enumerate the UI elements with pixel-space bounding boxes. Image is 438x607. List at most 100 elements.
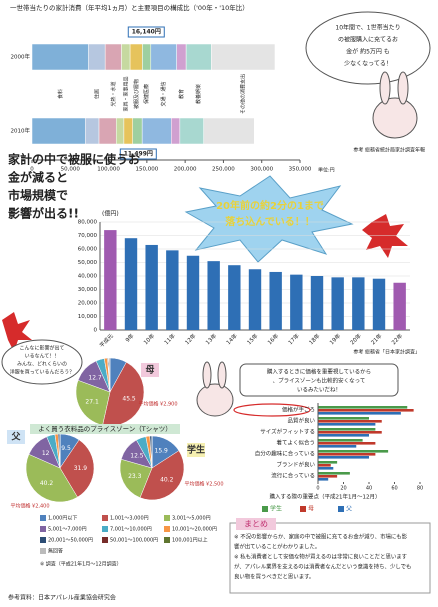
x-tick-label: 20年 [348, 331, 363, 346]
speech-bubble [1, 339, 83, 385]
bar [318, 461, 338, 464]
pie-subtitle: 平均価格 ¥2,500 [184, 481, 223, 488]
bar-segment [129, 43, 143, 71]
legend-swatch [164, 537, 170, 543]
slice-label: 45.5 [122, 396, 136, 403]
x-tick-label: 16年 [266, 331, 281, 346]
legend-label: 学生 [270, 505, 282, 513]
bar-segment [211, 43, 276, 71]
bar [318, 428, 376, 431]
legend-swatch [300, 506, 306, 512]
chart-title: 購入する際の重要点（平成21年1月～12月） [270, 493, 381, 501]
y-tick-label: 0 [94, 328, 98, 334]
legend-label: 3,001～5,000円 [172, 516, 211, 522]
bar [318, 409, 414, 412]
bar [318, 467, 334, 470]
bar [318, 417, 369, 420]
text-line: 市場規模で [8, 188, 68, 203]
x-tick-label: 300,000 [250, 167, 273, 173]
value-callout [119, 148, 157, 160]
bar-segment [115, 117, 125, 145]
text-line: 少なくなってる！ [344, 61, 392, 68]
x-tick-label: 40 [366, 486, 372, 492]
red-burst [362, 214, 408, 258]
rabbit [372, 71, 418, 139]
x-tick-label: 200,000 [174, 167, 197, 173]
bar [318, 456, 369, 459]
legend-swatch [102, 526, 108, 532]
category-label: 自分の趣味に合っている [255, 450, 315, 458]
chart-title: 一世帯当たりの家計消費（年平均1ヵ月）と主要項目の構成比（'00年・'10年比） [10, 3, 249, 12]
bar-segment [179, 117, 204, 145]
pie-slice [59, 439, 95, 498]
text-line: 洋服を買っているんだろう？ [10, 369, 74, 376]
legend-label: 7,001～10,000円 [110, 527, 152, 533]
source: 参考 総務省統計局家計調査年報 [353, 147, 425, 154]
bar [318, 472, 350, 475]
bar-segment [141, 117, 172, 145]
bar [248, 269, 262, 330]
bar-segment [185, 43, 212, 71]
pie-slice [139, 450, 185, 501]
legend-label: 100,001円以上 [172, 537, 208, 544]
bar [318, 420, 382, 423]
bar [166, 250, 179, 330]
x-tick-label: 17年 [286, 331, 301, 346]
pie-group-title: よく買う衣料品のプライスゾーン（Tシャツ） [38, 424, 171, 433]
pie-title: 学生 [187, 444, 205, 456]
legend-label: 父 [346, 506, 352, 513]
starburst [184, 175, 354, 263]
text-line: 響が出ていることがわかりました。 [234, 543, 320, 551]
note: ※ 調査（平成21年1月～12月調査） [40, 561, 122, 568]
bar-segment [171, 117, 181, 145]
legend-label: 母 [308, 506, 314, 513]
bar [318, 439, 363, 442]
speech-bubble [239, 363, 399, 397]
legend-label: 10,001～20,000円 [172, 527, 217, 533]
x-tick-label: 80 [417, 486, 423, 492]
x-tick-label: 100,000 [97, 167, 120, 173]
category-label: 2010年 [11, 127, 31, 135]
text-line: ※ 私も消費者として安価な物が買えるのは非常に良いことだと思います [234, 553, 407, 561]
text-line: の被服購入に充てるお [338, 36, 398, 44]
legend-label: 5,001～7,000円 [48, 527, 87, 533]
slice-label: 12.5 [130, 453, 144, 460]
bar [186, 255, 200, 330]
pie-subtitle: 平均価格 ¥2,400 [10, 503, 49, 510]
bar [207, 261, 220, 330]
bar-segment [123, 117, 133, 145]
legend-swatch [164, 515, 170, 521]
bar [104, 230, 117, 330]
bar [228, 265, 241, 330]
summary-heading: まとめ [244, 520, 268, 529]
slice-label: 31.9 [74, 465, 88, 472]
text-line: 影響が出る!! [8, 206, 79, 221]
text-line: こんなに影響が出て [19, 345, 64, 352]
segment-name: 保健医療 [143, 84, 150, 104]
bar-segment [85, 117, 100, 145]
segment-name: 教育 [178, 89, 185, 99]
red-burst [2, 312, 32, 352]
segment-name: 被服及び履物 [133, 79, 140, 109]
slice-label: 27.1 [85, 398, 99, 405]
value-label: 11,499円 [124, 151, 153, 158]
x-tick-label: 60 [391, 486, 397, 492]
legend-swatch [40, 515, 46, 521]
x-tick-label: 12年 [183, 331, 198, 346]
text-line: 10年間で、1世帯当たり [335, 24, 400, 32]
x-tick-label: 14年 [224, 331, 239, 346]
y-axis-label: (億円) [102, 210, 119, 218]
pie-tag [7, 430, 25, 444]
text-line: 良い物を買うべきだと思います。 [234, 573, 314, 581]
y-tick-label: 40,000 [78, 274, 98, 280]
text-line: いるみたいだね！ [297, 387, 341, 394]
legend-swatch [40, 526, 46, 532]
pie-subtitle: 平均価格 ¥2,900 [138, 401, 177, 408]
x-tick-label: 10年 [142, 331, 157, 346]
segment-name: 教養娯楽 [195, 84, 202, 104]
summary-box [229, 522, 431, 594]
bar [124, 238, 138, 330]
y-tick-label: 20,000 [78, 301, 98, 307]
bar [393, 282, 406, 330]
slice-label: 15.9 [155, 448, 169, 455]
